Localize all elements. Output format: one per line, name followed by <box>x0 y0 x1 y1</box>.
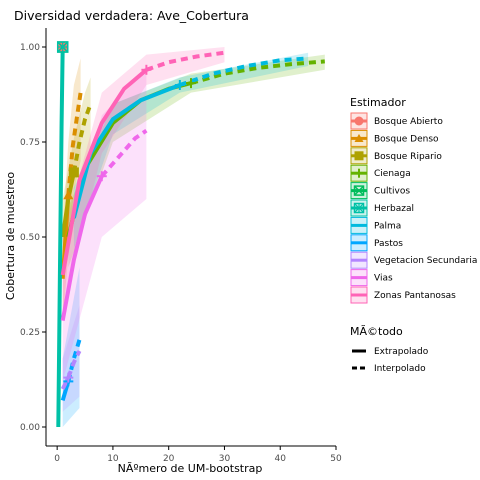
axes: 0 10 20 30 40 50 0.00 0.25 0.50 0.75 1.00 <box>20 28 342 464</box>
legend-estimator-title: Estimador <box>350 96 406 109</box>
interpolated-line-herbazal <box>56 46 65 428</box>
legend-label: Bosque Ripario <box>374 152 442 162</box>
legend-method-items: Extrapolado Interpolado <box>352 347 429 374</box>
extrapolated-line-bosque-ripario <box>71 103 93 173</box>
observed-marker-zonas-pantanosas <box>141 64 152 75</box>
y-tick-label: 1.00 <box>20 43 40 53</box>
legend-label: Cultivos <box>374 187 410 197</box>
legend-marker <box>354 116 364 126</box>
extrapolated-line-zonas-pantanosas <box>145 50 225 72</box>
y-axis-label: Cobertura de muestreo <box>4 172 17 301</box>
x-tick-label: 50 <box>330 454 342 464</box>
legend-label: Pastos <box>374 239 403 249</box>
interpolated-line-zonas-pantanosas <box>60 68 148 276</box>
chart-title: Diversidad verdadera: Ave_Cobertura <box>14 8 249 23</box>
legend-label: Herbazal <box>374 204 414 214</box>
legend-label: Bosque Denso <box>374 134 439 144</box>
legend-label: Vegetacion Secundaria <box>374 256 477 266</box>
legend-label: Cienaga <box>374 169 411 179</box>
observed-marker-vegetacion-secundaria <box>63 372 74 383</box>
legend-method-label: Extrapolado <box>374 347 429 357</box>
legend-item-cienaga: Cienaga <box>350 164 411 182</box>
legend-method-interpolado: Interpolado <box>352 364 426 374</box>
legend-label: Bosque Abierto <box>374 117 443 127</box>
legend-item-bosque-ripario: Bosque Ripario <box>350 147 442 165</box>
x-tick-label: 20 <box>163 454 175 464</box>
legend-item-bosque-abierto: Bosque Abierto <box>350 112 443 130</box>
observed-marker-cienaga <box>186 78 196 89</box>
observed-marker-palma <box>174 80 185 90</box>
extrapolated-line-cienaga <box>190 59 325 86</box>
confidence-bands <box>58 47 325 427</box>
legend-marker <box>353 185 365 196</box>
legend-item-herbazal: Herbazal <box>350 199 414 217</box>
observed-marker-bosque-ripario <box>68 167 79 178</box>
band-palma <box>73 52 309 249</box>
observed-markers <box>56 41 196 387</box>
legend-marker <box>354 168 364 178</box>
legend-label: Vias <box>374 274 393 284</box>
legend-method-extrapolado: Extrapolado <box>352 347 429 357</box>
legend-label: Zonas Pantanosas <box>374 291 456 301</box>
observed-marker-bosque-denso <box>63 190 74 200</box>
interpolated-line-palma <box>71 83 181 219</box>
x-axis-label: NÃºmero de UM-bootstrap <box>118 462 263 475</box>
extrapolated-line-pastos <box>66 339 82 382</box>
y-tick-label: 0.00 <box>20 423 40 433</box>
legend-label: Palma <box>374 221 401 231</box>
x-tick-label: 10 <box>107 454 119 464</box>
legend-item-bosque-denso: Bosque Denso <box>350 129 439 147</box>
legend-item-vegetacion-secundaria: Vegetacion Secundaria <box>350 251 477 269</box>
legend-method-title: MÃ©todo <box>350 325 403 338</box>
legend-method-label: Interpolado <box>374 364 426 374</box>
x-tick-label: 30 <box>219 454 231 464</box>
legend-item-pastos: Pastos <box>350 234 403 252</box>
interpolated-line-vias <box>60 175 104 321</box>
observed-marker-herbazal <box>56 41 69 53</box>
extrapolated-line-vias <box>100 128 148 178</box>
band-zonas-pantanosas <box>62 47 225 313</box>
y-tick-label: 0.75 <box>20 138 40 148</box>
x-tick-label: 0 <box>54 454 60 464</box>
extrapolated-line-vegetacion-secundaria <box>66 350 82 379</box>
legend-marker <box>354 133 364 142</box>
x-tick-label: 40 <box>275 454 287 464</box>
legend-marker <box>354 151 364 161</box>
y-tick-label: 0.25 <box>20 328 40 338</box>
y-tick-label: 0.50 <box>20 233 40 243</box>
observed-marker-vias <box>96 171 107 182</box>
legend-item-cultivos: Cultivos <box>350 182 410 200</box>
legend-item-palma: Palma <box>350 216 401 234</box>
series-lines <box>56 45 325 428</box>
legend-item-zonas-pantanosas: Zonas Pantanosas <box>350 286 456 304</box>
legend-estimator-items: Bosque Abierto Bosque Denso Bosque Ripario… <box>350 112 477 304</box>
legend-item-vias: Vias <box>350 269 393 287</box>
extrapolated-line-palma <box>179 56 309 87</box>
legend-marker <box>353 202 365 214</box>
